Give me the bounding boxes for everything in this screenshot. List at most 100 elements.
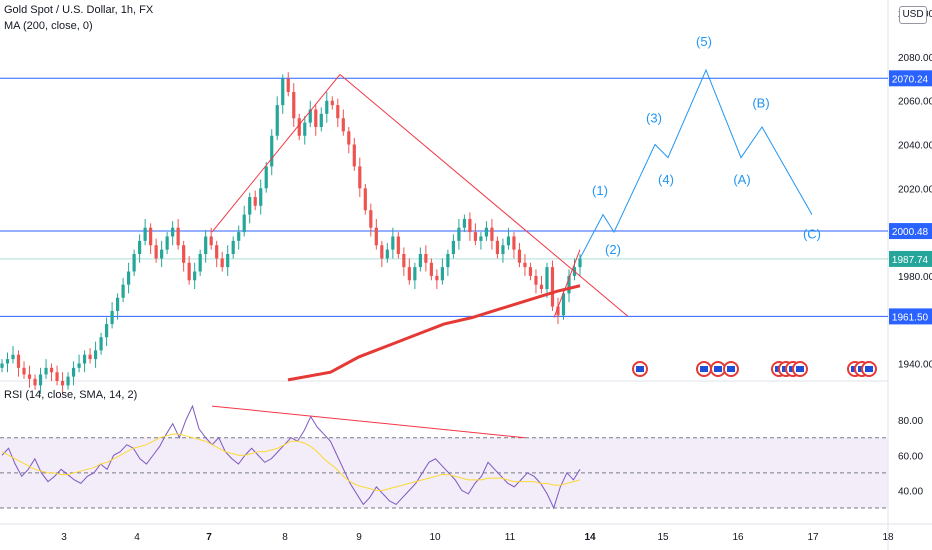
candle-body	[451, 240, 455, 254]
candle-body	[479, 236, 483, 241]
candle-body	[490, 227, 494, 241]
candle-body	[226, 254, 230, 268]
candle-body	[204, 236, 208, 254]
candle-body	[495, 240, 500, 254]
candle-body	[528, 267, 533, 276]
time-axis-tick-label: 17	[807, 532, 819, 543]
candle-body	[352, 144, 356, 167]
candle-body	[407, 267, 411, 281]
time-axis-tick-label: 18	[882, 532, 894, 543]
candle-body	[176, 227, 180, 246]
candle-body	[259, 188, 263, 206]
candle-body	[171, 227, 175, 237]
candle-body	[567, 275, 571, 294]
candle-body	[237, 232, 241, 241]
level-price-label: 2000.48	[892, 227, 929, 238]
candle-body	[523, 262, 527, 268]
level-price-label: 1961.50	[892, 312, 929, 323]
candle-body	[49, 367, 54, 373]
candle-body	[248, 197, 252, 215]
candle-body	[550, 267, 555, 307]
candle-body	[435, 275, 439, 281]
level-price-tag	[889, 70, 932, 87]
candle-body	[99, 337, 103, 351]
candle-body	[545, 267, 549, 290]
candle-body	[154, 245, 158, 259]
candle-body	[275, 105, 279, 136]
candle-body	[429, 262, 433, 276]
wave-label: (3)	[646, 111, 662, 126]
level-price-tag	[889, 308, 932, 325]
candle-body	[457, 227, 461, 241]
rsi-divergence-line	[211, 405, 526, 439]
candle-body	[143, 227, 147, 241]
wave-label: (C)	[803, 227, 821, 242]
time-axis-tick-label: 14	[584, 532, 596, 543]
candle-body	[424, 254, 428, 263]
time-axis-tick-label: 16	[732, 532, 744, 543]
candle-body	[270, 135, 274, 167]
event-flag-stripe	[714, 366, 722, 372]
time-axis-tick-label: 10	[429, 532, 441, 543]
candle-body	[281, 78, 285, 106]
time-axis-tick-label: 11	[505, 532, 516, 543]
candle-body	[325, 100, 329, 114]
event-flag-stripe	[796, 366, 804, 372]
price-axis-tick-label: 2080.00	[898, 53, 932, 64]
wave-label: (2)	[605, 242, 621, 257]
candle-body	[149, 227, 153, 246]
candle-body	[242, 214, 246, 233]
candle-body	[556, 306, 560, 316]
candle-body	[336, 105, 340, 119]
candle-body	[303, 122, 307, 136]
wave-label: (5)	[696, 34, 712, 49]
level-price-label: 2070.24	[892, 74, 929, 85]
candle-body	[578, 258, 582, 268]
candle-body	[38, 374, 43, 386]
rsi-axis-tick-label: 60.00	[898, 451, 923, 462]
candle-body	[391, 236, 395, 250]
candle-body	[534, 275, 538, 285]
candle-body	[385, 249, 389, 259]
candle-body	[116, 297, 120, 311]
candle-body	[209, 236, 213, 246]
candle-body	[88, 354, 92, 360]
rsi-indicator-label[interactable]: RSI (14, close, SMA, 14, 2)	[4, 389, 138, 401]
candle-body	[138, 240, 142, 254]
event-flag-stripe	[865, 366, 873, 372]
time-axis-tick-label: 4	[134, 532, 140, 543]
last-price-label: 1987.74	[892, 255, 929, 266]
candle-body	[517, 249, 522, 263]
candle-body	[468, 218, 472, 233]
candle-body	[440, 267, 444, 281]
candle-body	[220, 258, 224, 268]
candle-body	[127, 271, 131, 285]
candle-body	[71, 367, 76, 377]
wave-label: (B)	[752, 95, 769, 110]
ma-indicator-label[interactable]: MA (200, close, 0)	[4, 20, 93, 32]
candle-body	[363, 188, 367, 211]
ascending-trendline	[211, 74, 341, 233]
candle-body	[501, 245, 505, 254]
candle-body	[215, 245, 219, 259]
time-axis-tick-label: 3	[61, 532, 67, 543]
candle-body	[292, 91, 296, 119]
price-axis-tick-label: 1940.00	[898, 359, 932, 370]
candle-body	[22, 367, 26, 375]
candle-body	[55, 372, 59, 381]
candle-body	[0, 363, 4, 368]
wave-label: (4)	[658, 172, 674, 187]
rsi-ma-line	[1, 433, 581, 491]
currency-badge[interactable]: USD	[899, 6, 927, 24]
time-axis-tick-label: 7	[206, 532, 212, 543]
candle-body	[110, 310, 114, 325]
price-axis-tick-label: 2060.00	[898, 97, 932, 108]
rsi-line	[1, 404, 581, 510]
candle-body	[297, 118, 301, 136]
candle-body	[473, 232, 478, 241]
candle-body	[27, 374, 32, 379]
candle-body	[347, 131, 351, 145]
rsi-axis-tick-label: 40.00	[898, 486, 923, 497]
